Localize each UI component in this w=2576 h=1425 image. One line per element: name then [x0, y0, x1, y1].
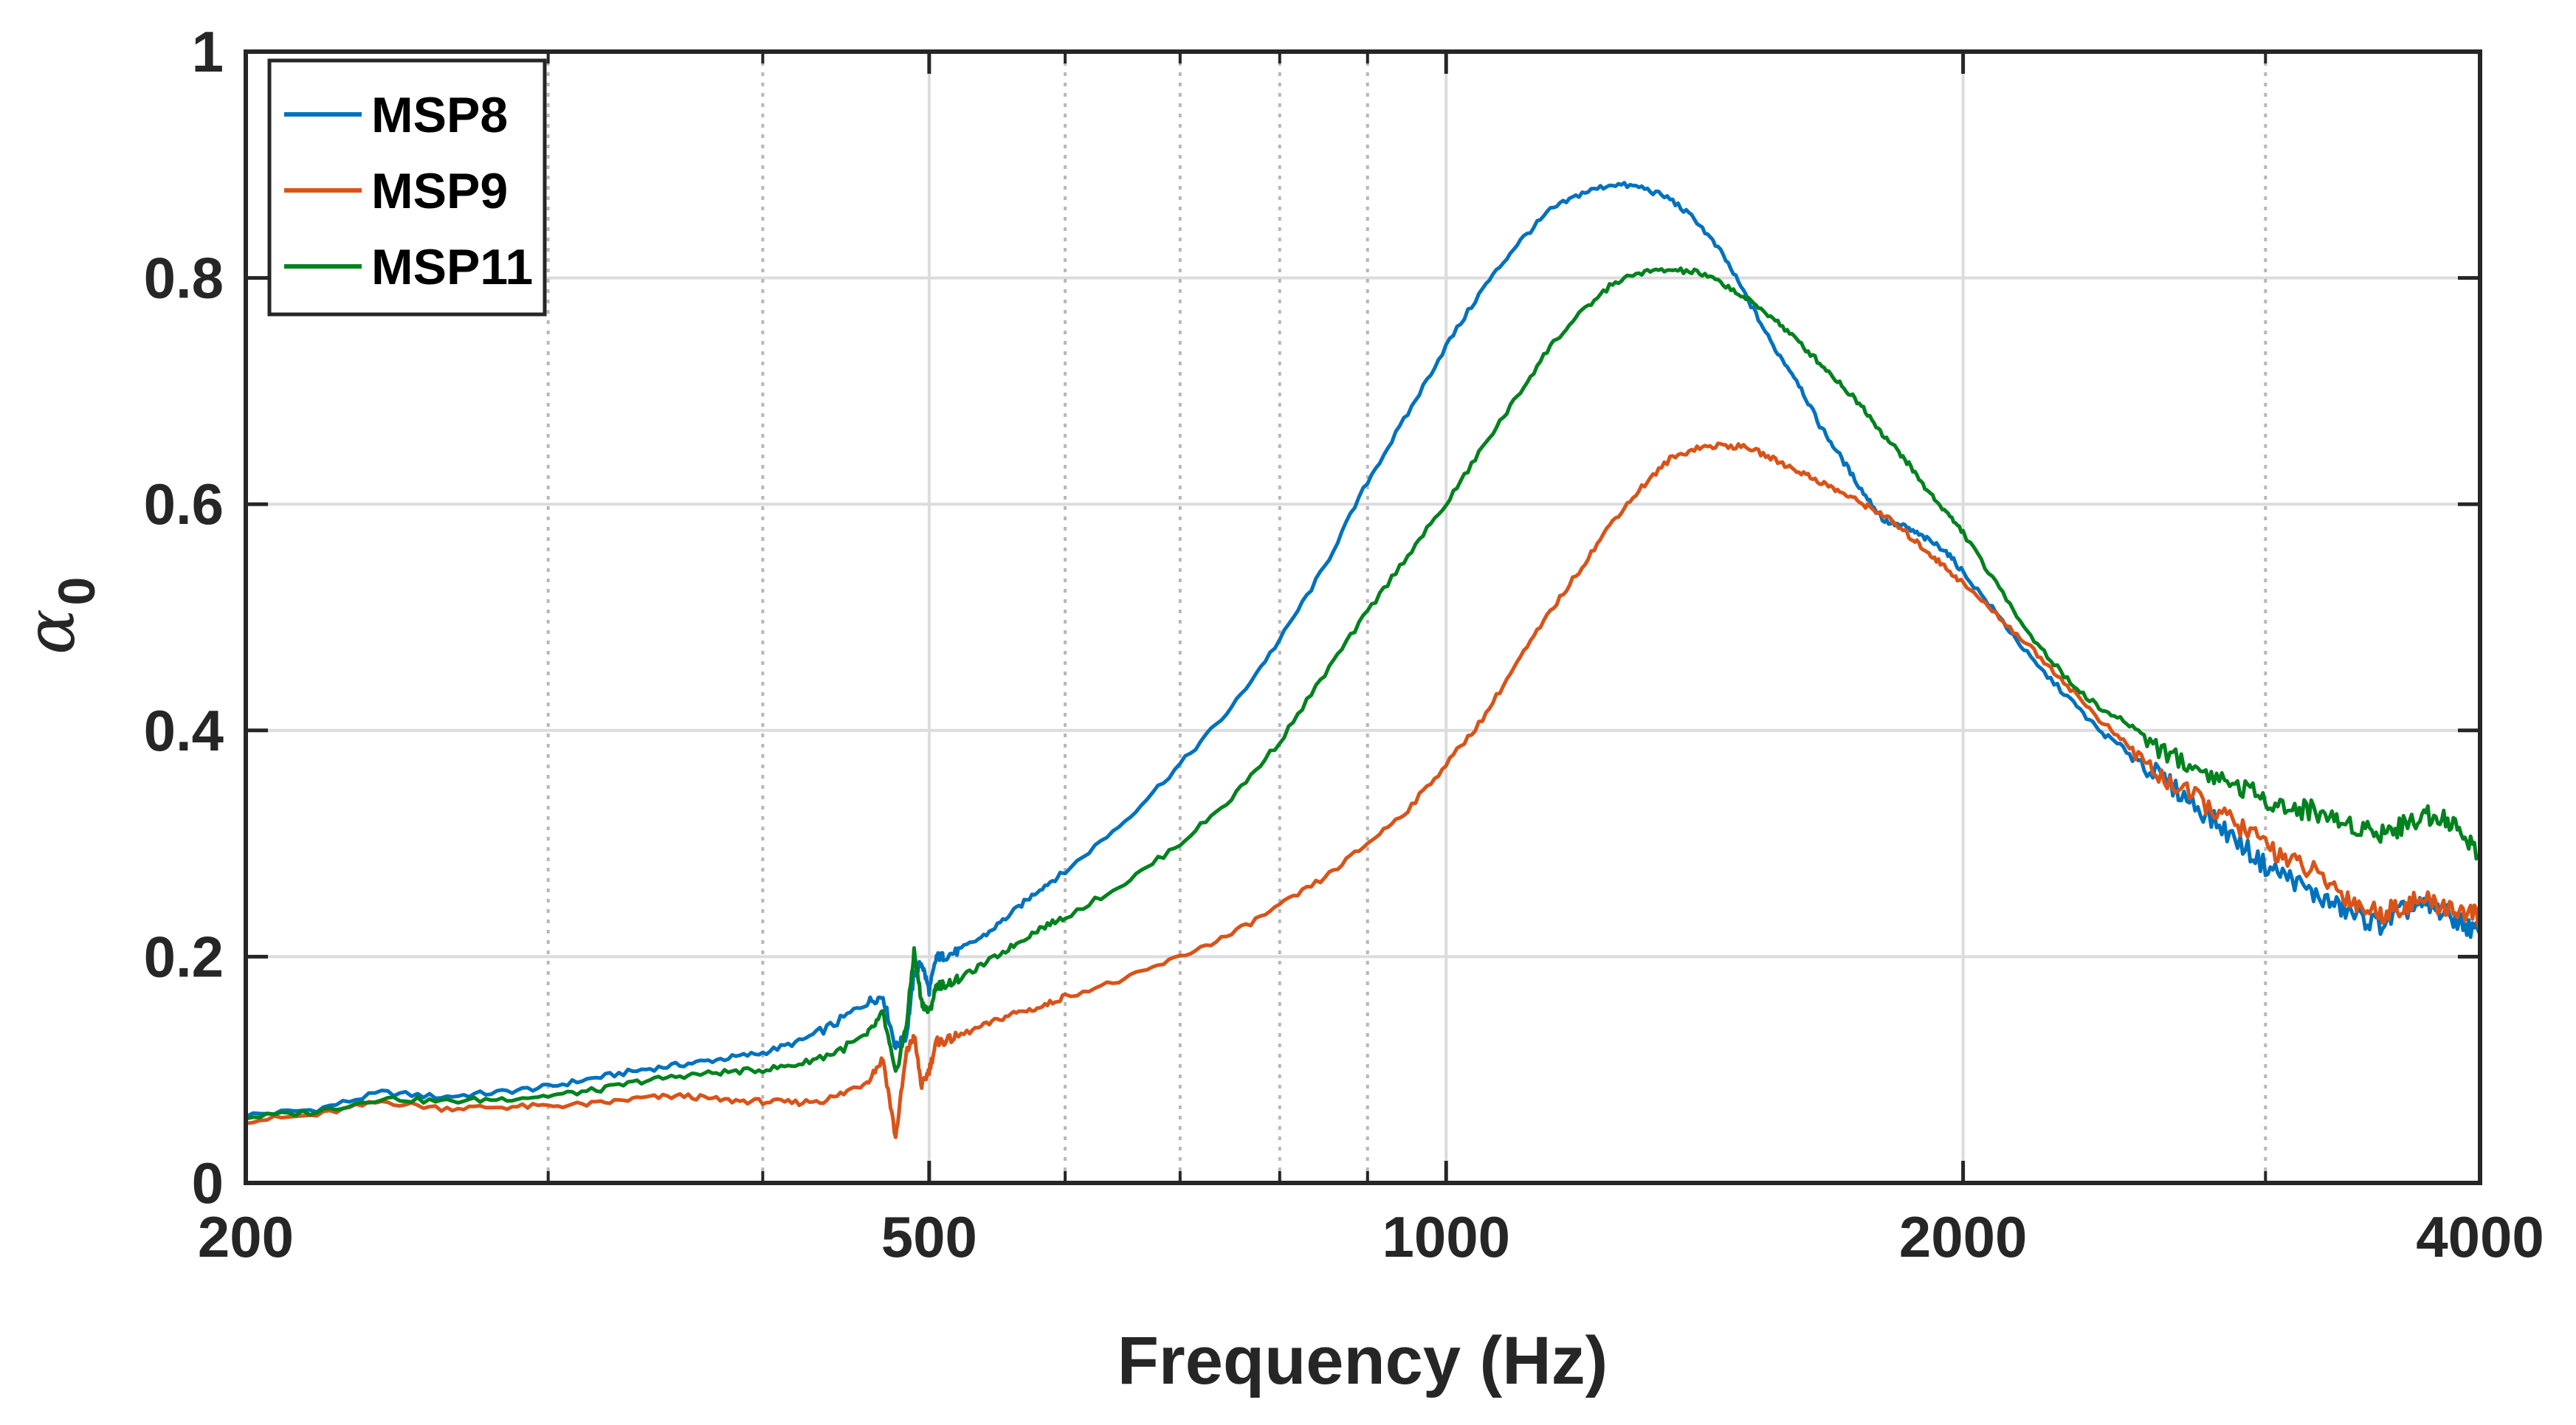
y-axis-label: α — [11, 609, 90, 655]
x-tick-label: 2000 — [1899, 1204, 2028, 1269]
x-tick-label: 200 — [198, 1204, 294, 1269]
y-tick-label: 0 — [192, 1150, 224, 1215]
y-tick-label: 0.6 — [144, 472, 224, 536]
data-series — [244, 181, 2482, 1139]
legend-label-msp11: MSP11 — [371, 239, 533, 295]
legend-label-msp9: MSP9 — [371, 163, 508, 219]
legend-box — [267, 58, 547, 317]
legend: MSP8 MSP9 MSP11 — [267, 58, 547, 317]
y-axis-label-subscript: 0 — [48, 577, 106, 606]
series-line-msp9 — [245, 441, 2482, 1139]
axis-ticks — [244, 49, 2482, 1185]
grid — [246, 52, 2480, 1183]
y-tick-label: 1 — [192, 19, 224, 84]
y-tick-label: 0.2 — [144, 924, 224, 989]
series-line-msp11 — [245, 266, 2482, 1121]
x-tick-label: 500 — [881, 1204, 977, 1269]
y-axis-label-group: α 0 — [11, 577, 106, 655]
y-tick-label: 0.4 — [144, 698, 224, 763]
legend-label-msp8: MSP8 — [371, 87, 508, 143]
plot-area-frame — [244, 49, 2482, 1185]
x-tick-label: 1000 — [1382, 1204, 1510, 1269]
series-line-msp8 — [244, 181, 2482, 1119]
x-tick-label: 4000 — [2416, 1204, 2544, 1269]
axis-tick-labels: 0 0.2 0.4 0.6 0.8 1 200 500 1000 2000 4000 — [144, 19, 2544, 1269]
x-axis-label: Frequency (Hz) — [1117, 1323, 1608, 1398]
y-tick-label: 0.8 — [144, 246, 224, 311]
